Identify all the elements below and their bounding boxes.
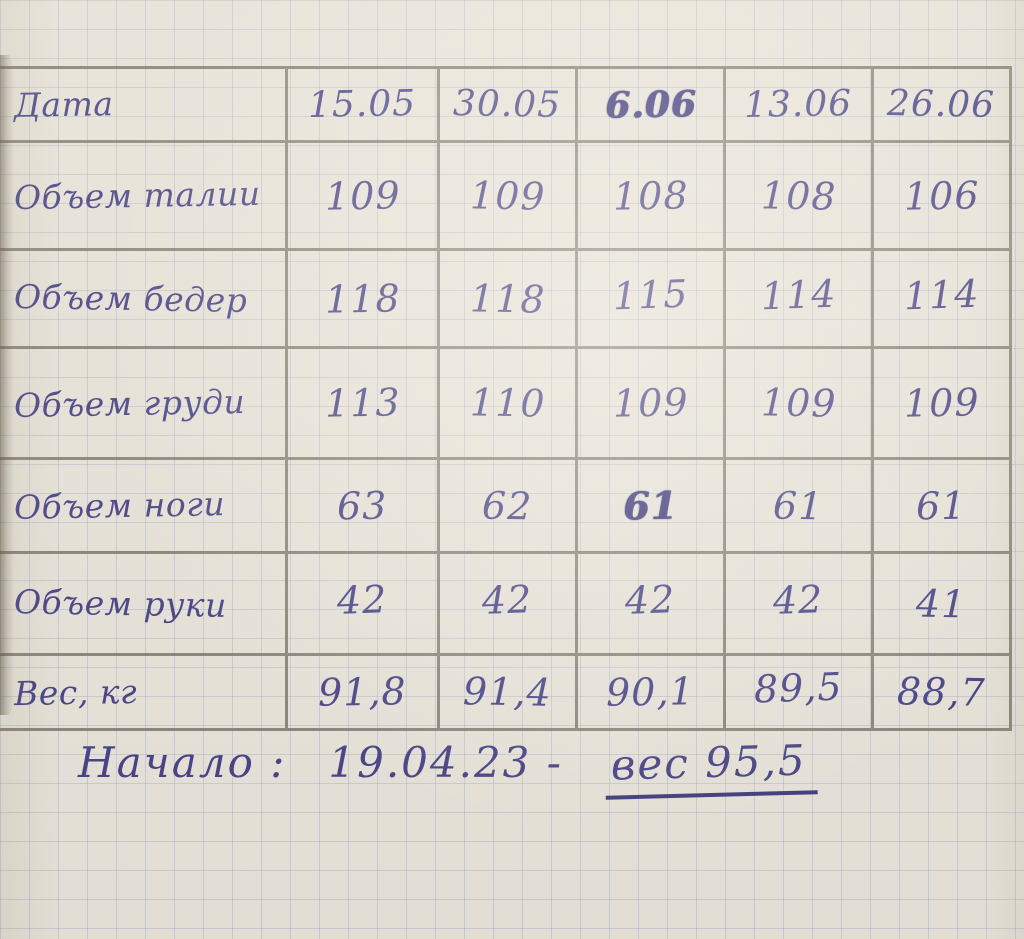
cell-value: 114	[759, 271, 837, 318]
cell-value: 62	[481, 483, 534, 528]
date-value: 15.05	[308, 83, 417, 126]
row-label-text: Объем бедер	[13, 276, 248, 321]
header-date-3-corrected: 6.06	[578, 69, 726, 143]
cell-value: 110	[469, 380, 546, 426]
header-date-1: 15.05	[288, 69, 440, 143]
arm-value: 42	[288, 554, 440, 656]
cell-value: 109	[760, 380, 837, 426]
cell-value: 109	[324, 172, 401, 219]
start-note-prefix: Начало :	[78, 738, 287, 787]
cell-value: 42	[481, 576, 534, 623]
date-value: 26.06	[887, 83, 996, 126]
row-label-text: Вес, кг	[13, 671, 138, 713]
row-label-chest: Объем груди	[0, 349, 288, 460]
hips-value: 115	[578, 251, 726, 349]
cell-value: 109	[903, 380, 980, 426]
leg-value-corrected: 61	[578, 460, 726, 554]
chest-value: 113	[288, 349, 440, 460]
start-note-date: 19.04.23 -	[328, 738, 563, 787]
waist-value: 106	[874, 143, 1012, 251]
cell-value: 41	[915, 581, 968, 626]
cell-value: 106	[903, 172, 980, 219]
cell-value: 42	[772, 576, 825, 623]
header-date-5: 26.06	[874, 69, 1012, 143]
cell-value: 108	[760, 172, 837, 219]
cell-value: 90,1	[605, 669, 696, 715]
arm-value: 42	[726, 554, 874, 656]
waist-value: 108	[578, 143, 726, 251]
cell-value: 108	[612, 172, 689, 219]
row-label-arm: Объем руки	[0, 554, 288, 656]
cell-value: 89,5	[753, 664, 844, 712]
row-label-text: Объем талии	[13, 173, 261, 218]
cell-value: 61	[622, 482, 679, 529]
cell-value: 91,8	[317, 669, 408, 715]
row-label-hips: Объем бедер	[0, 251, 288, 349]
arm-value: 42	[440, 554, 578, 656]
date-value: 13.06	[744, 83, 853, 126]
row-label-text: Объем ноги	[13, 484, 226, 527]
hips-value: 114	[726, 251, 874, 349]
cell-value: 42	[336, 576, 389, 623]
cell-value: 109	[469, 172, 546, 219]
waist-value: 108	[726, 143, 874, 251]
leg-value: 63	[288, 460, 440, 554]
measurements-table: Дата 15.05 30.05 6.06 13.06 26.06 Объем …	[0, 66, 1012, 731]
cell-value: 115	[611, 271, 689, 318]
start-note: Начало : 19.04.23 - вес 95,5	[78, 735, 818, 800]
leg-value: 61	[874, 460, 1012, 554]
hips-value: 114	[874, 251, 1012, 349]
waist-value: 109	[288, 143, 440, 251]
row-label-leg: Объем ноги	[0, 460, 288, 554]
header-date-label: Дата	[0, 69, 288, 143]
chest-value: 109	[726, 349, 874, 460]
leg-value: 62	[440, 460, 578, 554]
cell-value: 61	[915, 483, 968, 528]
torn-paper-edge	[0, 55, 14, 715]
chest-value: 109	[874, 349, 1012, 460]
weight-value: 89,5	[726, 656, 874, 731]
cell-value: 63	[336, 483, 389, 528]
leg-value: 61	[726, 460, 874, 554]
date-value: 30.05	[453, 83, 562, 126]
date-value: 6.06	[604, 82, 697, 127]
cell-value: 113	[324, 380, 401, 426]
cell-value: 91,4	[462, 669, 553, 715]
cell-value: 61	[772, 483, 825, 528]
weight-value: 91,4	[440, 656, 578, 731]
chest-value: 109	[578, 349, 726, 460]
weight-value: 91,8	[288, 656, 440, 731]
hips-value: 118	[440, 251, 578, 349]
start-note-weight-underlined: вес 95,5	[604, 735, 818, 800]
cell-value: 109	[612, 380, 689, 426]
cell-value: 42	[624, 576, 677, 623]
chest-value: 110	[440, 349, 578, 460]
header-date-2: 30.05	[440, 69, 578, 143]
header-date-4: 13.06	[726, 69, 874, 143]
cell-value: 118	[469, 275, 546, 322]
hips-value: 118	[288, 251, 440, 349]
weight-value: 88,7	[874, 656, 1012, 731]
cell-value: 118	[324, 275, 401, 322]
header-date-text: Дата	[13, 84, 114, 125]
arm-value: 42	[578, 554, 726, 656]
row-label-weight: Вес, кг	[0, 656, 288, 731]
cell-value: 114	[902, 271, 980, 318]
arm-value: 41	[874, 554, 1012, 656]
waist-value: 109	[440, 143, 578, 251]
row-label-text: Объем руки	[13, 582, 228, 625]
row-label-text: Объем груди	[13, 381, 246, 425]
row-label-waist: Объем талии	[0, 143, 288, 251]
cell-value: 88,7	[896, 669, 987, 715]
weight-value: 90,1	[578, 656, 726, 731]
